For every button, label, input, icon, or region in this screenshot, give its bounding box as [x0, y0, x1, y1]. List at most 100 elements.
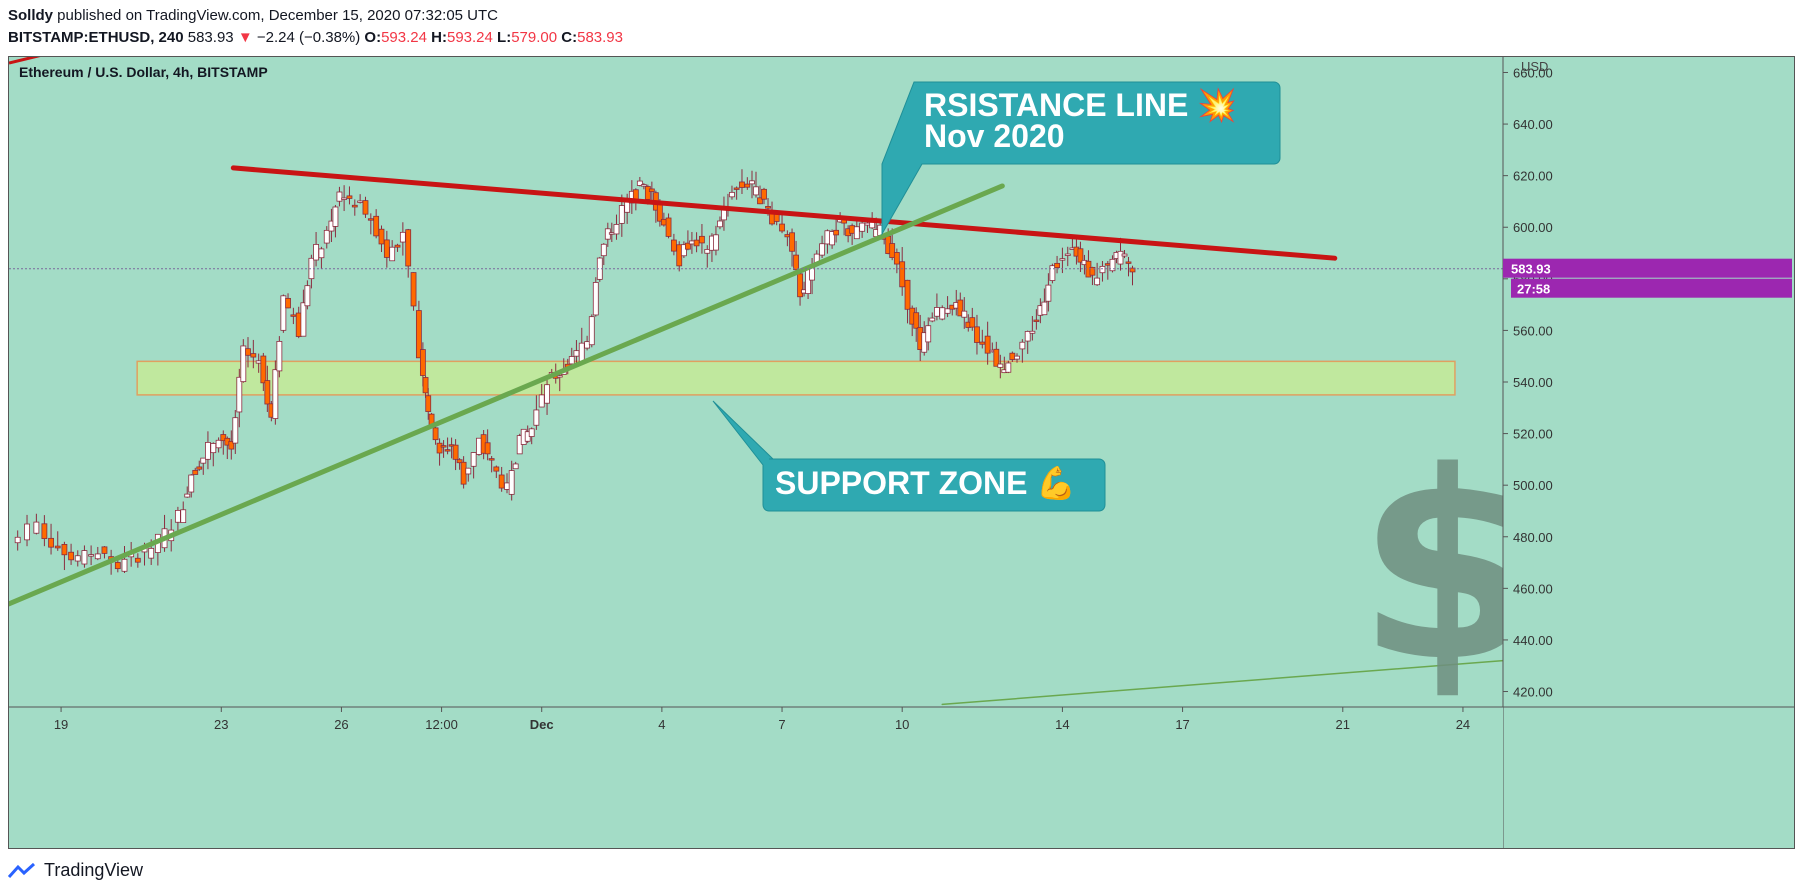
candle-body — [101, 546, 108, 554]
candle-body — [121, 558, 128, 572]
candle-body — [508, 470, 515, 495]
candle-body — [300, 302, 307, 337]
published-text: published on TradingView.com, December 1… — [53, 7, 499, 24]
candle-body — [200, 457, 207, 464]
resistance-line[interactable] — [230, 165, 1338, 261]
candle-body — [789, 232, 795, 252]
candle-body — [389, 246, 396, 262]
candle-body — [484, 442, 491, 455]
candle-body — [280, 295, 287, 331]
candle-body — [753, 186, 759, 196]
candle-body — [351, 204, 358, 208]
resistance-prior-line — [9, 57, 41, 65]
symbol-name[interactable]: BITSTAMP:ETHUSD, 240 — [8, 29, 184, 46]
candle-body — [94, 553, 101, 560]
candle-body — [422, 377, 429, 394]
candle-body — [260, 355, 267, 384]
candle-body — [613, 224, 620, 235]
resistance-callout-date: Nov 2020 — [924, 118, 1065, 154]
candle-body — [864, 222, 871, 226]
ascending-trendline-line[interactable] — [9, 183, 1005, 607]
candle-body — [61, 544, 68, 556]
candle-body — [934, 307, 940, 317]
time-tick-label: 19 — [54, 717, 68, 732]
candle-body — [997, 363, 1004, 368]
price-tick-label: 440.00 — [1513, 633, 1553, 648]
candle-body — [713, 234, 719, 251]
candle-body — [512, 463, 519, 470]
candle-body — [24, 523, 30, 541]
candle-body — [979, 341, 986, 345]
candle-body — [215, 439, 222, 449]
candle-body — [33, 521, 40, 534]
candle-body — [378, 228, 385, 245]
candle-body — [538, 394, 545, 408]
candle-body — [236, 376, 243, 413]
candle-body — [196, 466, 203, 470]
publish-info: Solldy published on TradingView.com, Dec… — [8, 7, 498, 24]
symbol-bar: BITSTAMP:ETHUSD, 240 583.93 ▼ −2.24 (−0.… — [8, 29, 623, 46]
candle-body — [425, 395, 432, 412]
candle-body — [533, 409, 540, 426]
candle-body — [81, 550, 88, 565]
chart-title: Ethereum / U.S. Dollar, 4h, BITSTAMP — [19, 64, 268, 80]
support-zone[interactable] — [136, 360, 1456, 396]
lower-trendline-line[interactable] — [941, 659, 1504, 706]
candle-body — [1089, 266, 1096, 276]
candle-body — [188, 474, 195, 493]
candle-body — [220, 434, 227, 442]
candle-body — [272, 369, 279, 419]
candle-body — [465, 467, 472, 475]
candle-body — [419, 349, 426, 376]
candle-body — [54, 545, 61, 549]
candle-body — [493, 466, 500, 472]
price-tick-label: 540.00 — [1513, 375, 1553, 390]
candle-body — [761, 188, 767, 200]
candle-body — [608, 232, 615, 235]
candle-body — [739, 181, 745, 188]
time-axis[interactable] — [9, 707, 1503, 849]
candle-body — [134, 557, 141, 563]
support-callout-box — [712, 400, 1106, 512]
candle-body — [1009, 352, 1016, 360]
candle-body — [318, 248, 325, 259]
candle-body — [1014, 355, 1020, 360]
footer-brand[interactable]: TradingView — [8, 860, 143, 881]
candle-body — [889, 243, 896, 258]
candle-body — [676, 244, 683, 267]
resistance-callout[interactable]: RSISTANCE LINE 💥Nov 2020 — [881, 81, 1281, 236]
price-tick-label: 660.00 — [1513, 65, 1553, 80]
candle-body — [48, 537, 54, 548]
footer-brand-label: TradingView — [44, 860, 144, 880]
candle-body — [819, 243, 825, 256]
chart-area[interactable]: RSISTANCE LINE 💥 Nov 2020 SUPPORT ZONE 💪 $… — [8, 56, 1795, 849]
candle-body — [944, 308, 951, 314]
candle-body — [1005, 362, 1012, 373]
candle-body — [323, 229, 330, 244]
candle-body — [332, 206, 339, 227]
price-tick-label: 480.00 — [1513, 530, 1553, 545]
time-tick-label: 7 — [778, 717, 785, 732]
candle-body — [528, 428, 535, 437]
candle-body — [148, 547, 155, 559]
candle-body — [362, 200, 369, 215]
candle-body — [797, 273, 803, 298]
candle-body — [184, 493, 191, 498]
candle-body — [41, 523, 48, 540]
price-tick-label: 500.00 — [1513, 478, 1553, 493]
time-tick-label: 24 — [1456, 717, 1470, 732]
time-tick-label: 26 — [334, 717, 348, 732]
candle-body — [729, 191, 735, 198]
candle-body — [245, 348, 251, 356]
candle-body — [383, 239, 390, 258]
candle-body — [584, 341, 591, 349]
price-tick-label: 560.00 — [1513, 323, 1553, 338]
high-label: H: — [431, 29, 447, 46]
price-axis[interactable] — [1503, 57, 1795, 849]
candle-body — [436, 442, 443, 454]
author-name[interactable]: Solldy — [8, 7, 54, 24]
candle-body — [1054, 262, 1060, 269]
support-callout[interactable]: SUPPORT ZONE 💪 — [712, 400, 1106, 512]
candle-body — [784, 234, 791, 238]
